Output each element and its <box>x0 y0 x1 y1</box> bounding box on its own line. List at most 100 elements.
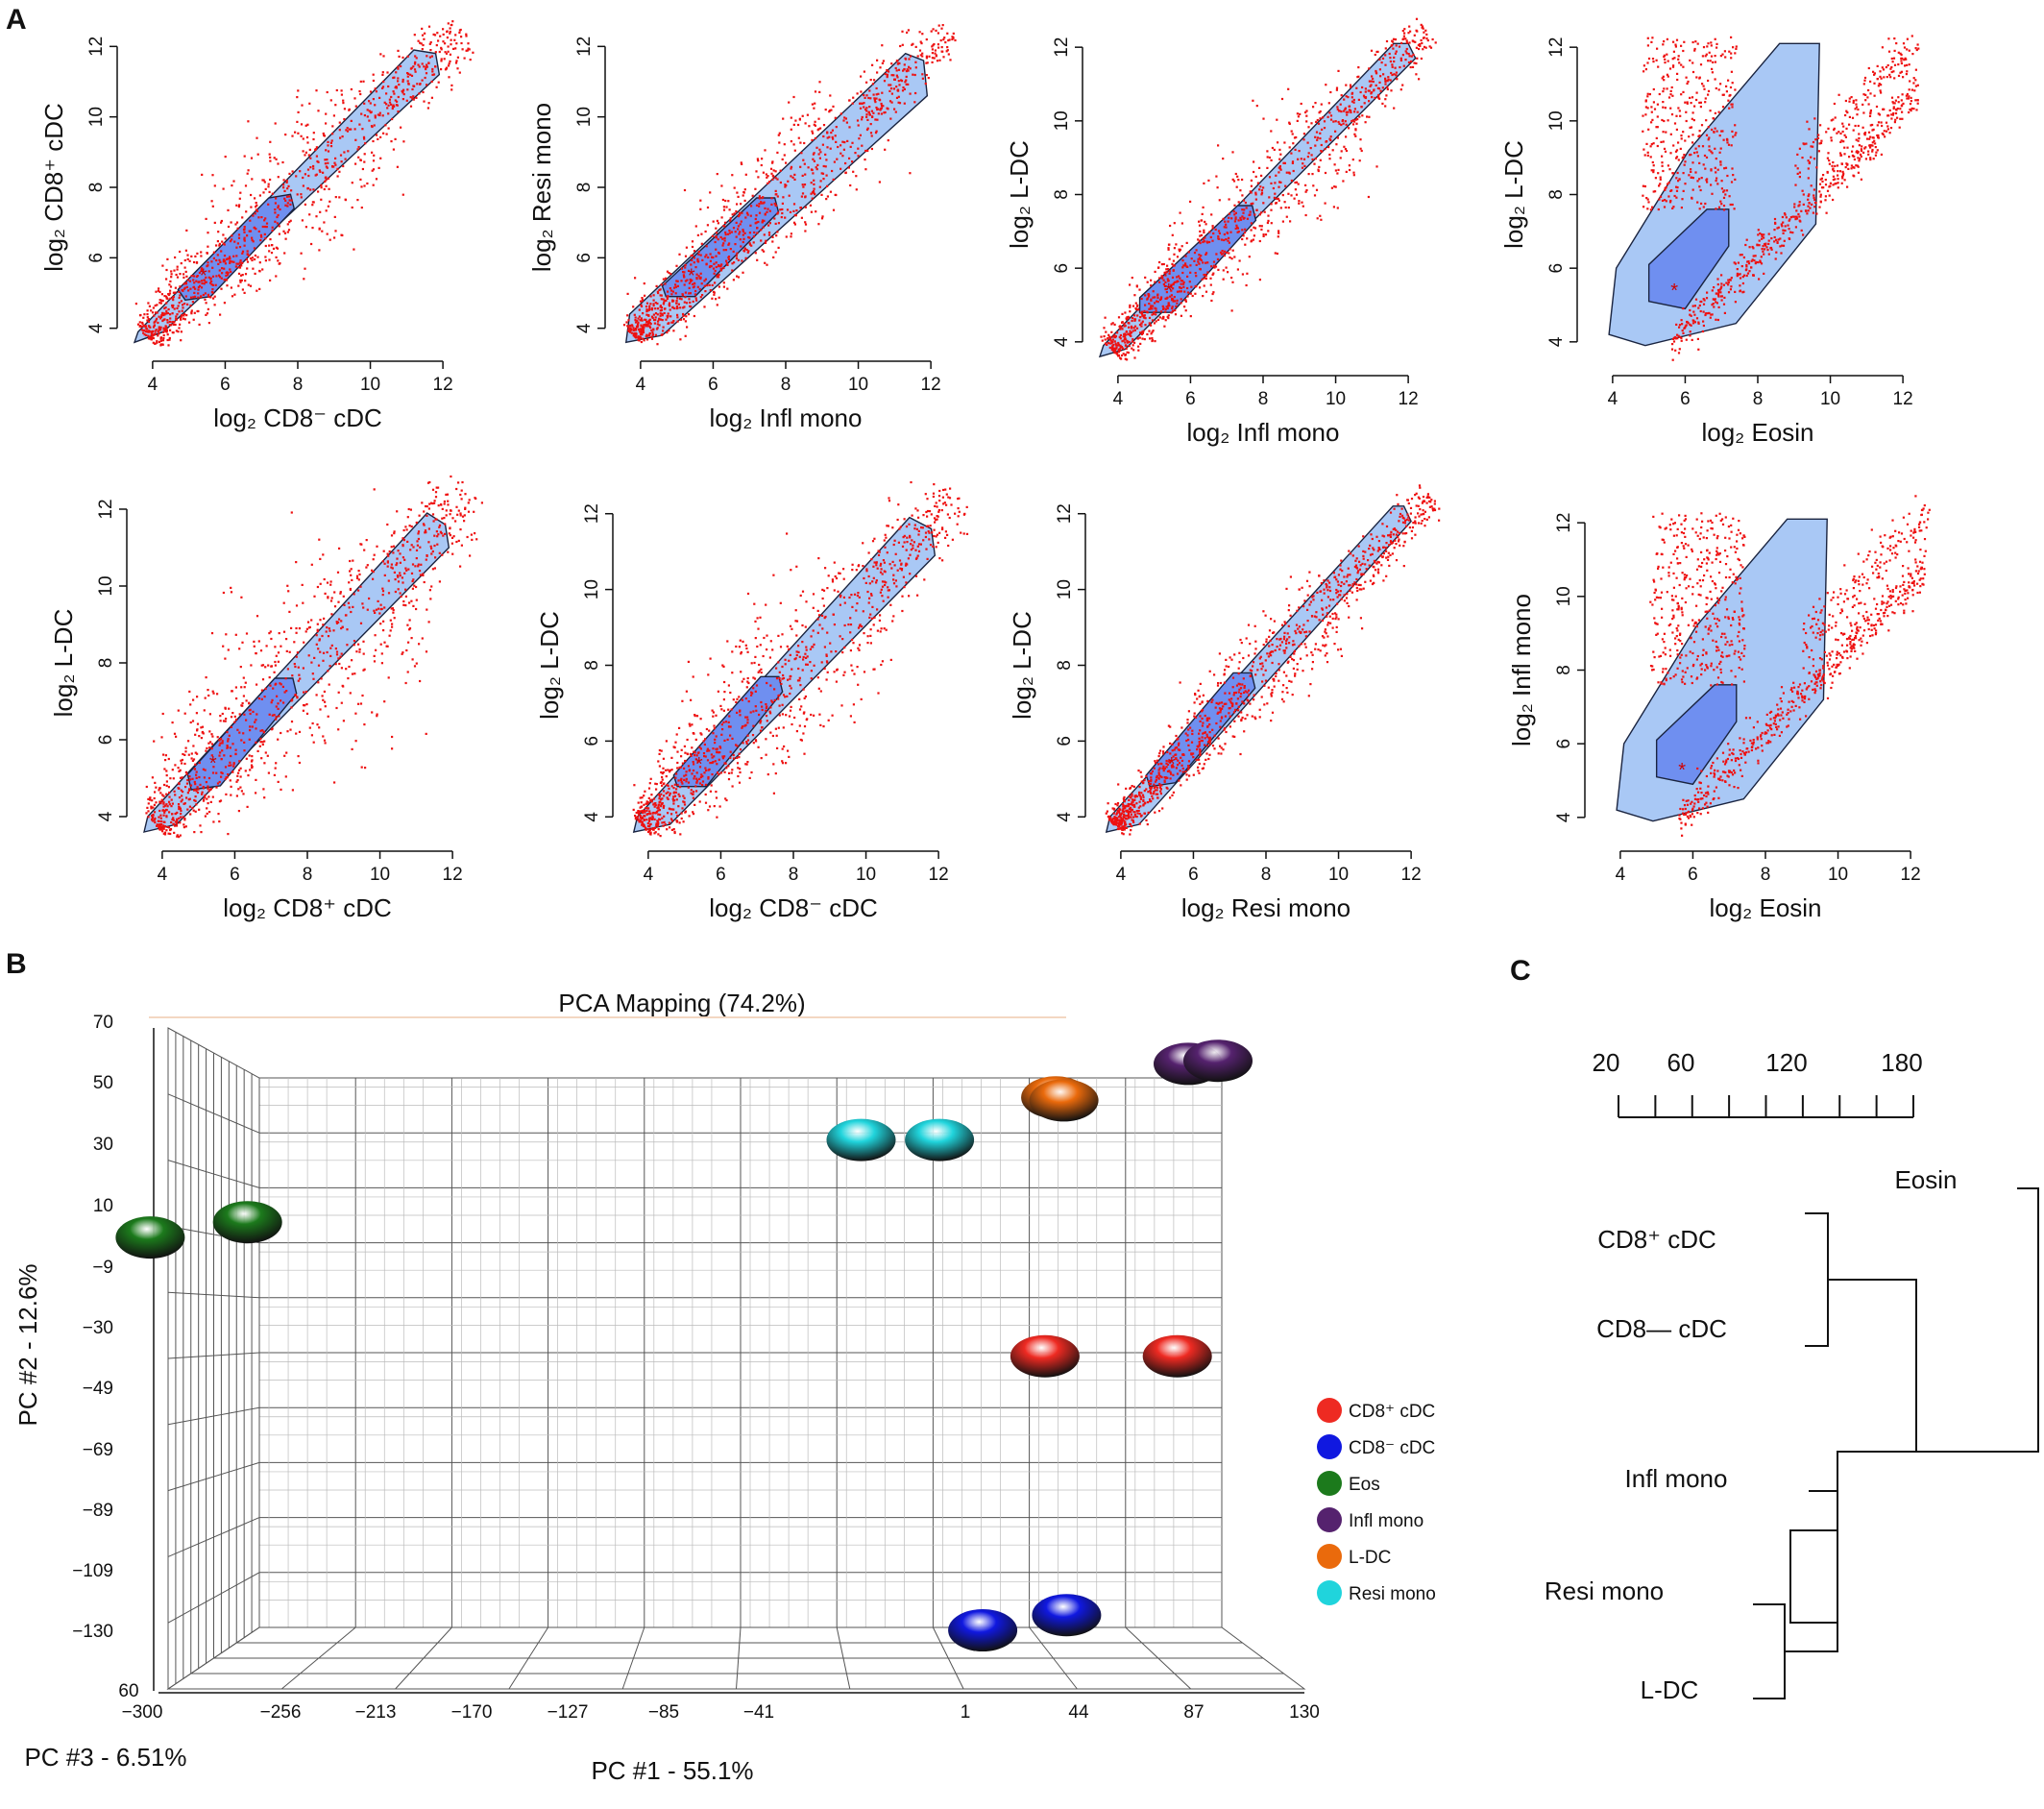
data-point <box>268 250 271 253</box>
data-point <box>1217 230 1221 232</box>
data-point <box>441 517 444 520</box>
data-point <box>404 567 407 570</box>
data-point <box>213 304 216 306</box>
data-point <box>1690 170 1692 173</box>
data-point <box>1143 309 1146 312</box>
data-point <box>312 164 315 168</box>
data-point <box>1877 134 1880 137</box>
data-point <box>1716 283 1719 286</box>
data-point <box>1739 254 1741 257</box>
data-point <box>1209 283 1212 286</box>
data-point <box>237 266 240 269</box>
data-point <box>417 565 420 568</box>
data-point <box>1704 97 1707 100</box>
data-point <box>1209 235 1212 239</box>
data-point <box>1663 55 1666 59</box>
data-point <box>1411 65 1415 68</box>
data-point <box>1836 132 1838 134</box>
data-point <box>1165 271 1168 274</box>
data-point <box>684 320 687 323</box>
data-point <box>857 124 860 127</box>
data-point <box>1689 59 1691 61</box>
data-point <box>642 330 645 334</box>
data-point <box>810 192 813 195</box>
data-point <box>1223 250 1227 253</box>
data-point <box>811 103 814 106</box>
data-point <box>344 158 347 160</box>
data-point <box>373 609 376 612</box>
data-point <box>210 260 213 263</box>
data-point <box>1165 291 1168 294</box>
data-point <box>814 193 816 196</box>
data-point <box>1719 83 1722 86</box>
data-point <box>661 312 664 315</box>
data-point <box>1707 138 1710 141</box>
data-point <box>254 197 256 200</box>
data-point <box>374 114 377 117</box>
data-point <box>771 240 774 243</box>
data-point <box>396 557 399 560</box>
data-point <box>680 267 683 270</box>
data-point <box>1691 70 1695 74</box>
data-point <box>1375 84 1377 86</box>
data-point <box>153 811 157 814</box>
data-point <box>359 80 362 83</box>
data-point <box>1174 308 1177 312</box>
data-point <box>781 208 784 211</box>
data-point <box>1737 261 1740 264</box>
data-point <box>1161 276 1164 279</box>
data-point <box>1164 281 1167 283</box>
data-point <box>1176 299 1179 302</box>
data-point <box>643 339 645 342</box>
data-point <box>857 155 860 158</box>
data-point <box>1909 80 1911 83</box>
data-point <box>372 139 375 143</box>
data-point <box>1672 50 1675 53</box>
data-point <box>715 298 718 301</box>
data-point <box>205 217 207 220</box>
data-point <box>1277 235 1279 238</box>
data-point <box>1916 43 1919 46</box>
data-point <box>1697 145 1700 148</box>
data-point <box>1158 260 1161 264</box>
data-point <box>637 335 640 338</box>
data-point <box>1343 110 1346 112</box>
data-point <box>1677 107 1680 110</box>
data-point <box>195 776 198 779</box>
data-point <box>255 741 257 744</box>
data-point <box>1848 100 1851 103</box>
data-point <box>445 66 449 69</box>
data-point <box>239 191 242 194</box>
data-point <box>694 225 697 228</box>
data-point <box>1730 52 1733 55</box>
data-point <box>1736 268 1739 271</box>
data-point <box>445 514 448 517</box>
data-point <box>847 166 850 169</box>
data-point <box>1720 180 1723 183</box>
data-point <box>1224 220 1227 223</box>
data-point <box>1319 159 1322 161</box>
data-point <box>396 574 400 577</box>
data-point <box>771 235 774 238</box>
data-point <box>1661 77 1664 80</box>
data-point <box>1226 232 1229 234</box>
data-point <box>1186 286 1189 290</box>
data-point <box>1260 191 1264 194</box>
data-point <box>1329 90 1332 94</box>
data-point <box>756 232 759 234</box>
data-point <box>1421 41 1424 45</box>
data-point <box>359 159 362 161</box>
data-point <box>369 102 372 105</box>
data-point <box>835 140 838 143</box>
data-point <box>460 544 463 547</box>
data-point <box>1338 122 1341 125</box>
data-point <box>714 281 717 284</box>
data-point <box>170 324 173 327</box>
data-point <box>144 325 148 328</box>
data-point <box>304 203 306 206</box>
data-point <box>716 219 718 222</box>
data-point <box>1871 123 1874 127</box>
data-point <box>1901 110 1904 113</box>
data-point <box>1671 94 1674 97</box>
data-point <box>175 315 178 318</box>
